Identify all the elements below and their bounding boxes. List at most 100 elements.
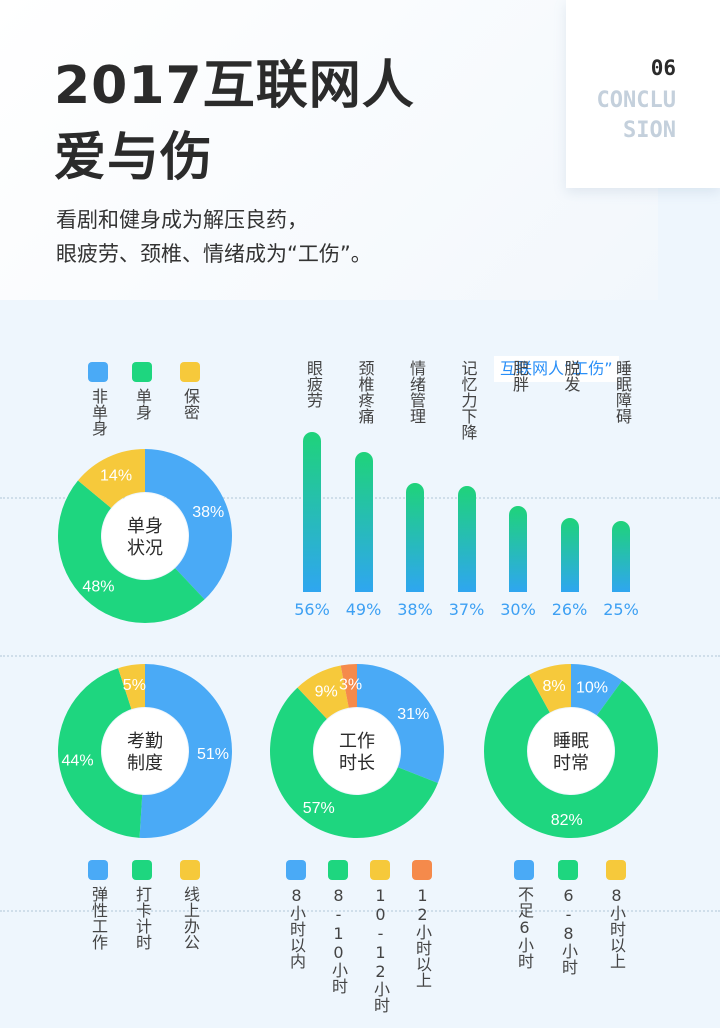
donut-center-label: 工作 [339, 731, 375, 752]
bar [560, 517, 579, 592]
pie-slice [484, 674, 658, 838]
bar [612, 520, 630, 592]
bar-value-label: 25% [603, 600, 639, 619]
donut-hole [314, 708, 400, 794]
legend-label: 非单身 [89, 388, 108, 436]
legend-item: 8-10小时 [326, 860, 350, 994]
legend-swatch [328, 860, 348, 880]
legend-label: 6-8小时 [559, 886, 578, 975]
slice-value-label: 44% [62, 753, 94, 770]
bar-value-label: 38% [397, 600, 433, 619]
bar-value-label: 37% [448, 600, 485, 619]
legend-swatch [606, 860, 626, 880]
pie-slice [297, 665, 349, 719]
page-title-line-1: 2017互联网人 [54, 56, 415, 116]
donut-center-label: 时常 [553, 753, 589, 774]
pie-slice [57, 480, 205, 624]
legend-label: 打卡计时 [133, 886, 152, 950]
bar [303, 432, 321, 592]
legend-item: 12小时以上 [410, 860, 434, 988]
legend-single-status: 非单身 单身 保密 [86, 362, 216, 452]
donut-hole [528, 708, 614, 794]
legend-label: 单身 [133, 388, 152, 420]
page-title-line-2: 爱与伤 [54, 128, 214, 188]
pie-slice [139, 664, 233, 838]
donut-center-label: 时长 [339, 753, 375, 774]
bar [354, 452, 373, 592]
divider-dotted [0, 910, 720, 912]
pie-slice [145, 449, 232, 600]
donut-hole [102, 708, 188, 794]
slice-value-label: 14% [100, 467, 132, 484]
pie-slice [57, 668, 143, 838]
legend-work-hours: 8小时以内 8-10小时 10-12小时 12小时以上 [284, 860, 444, 1013]
slice-value-label: 5% [123, 677, 146, 694]
legend-swatch [412, 860, 432, 880]
legend-swatch [132, 362, 152, 382]
legend-label: 弹性工作 [89, 886, 108, 950]
legend-item: 不足6小时 [512, 860, 536, 969]
bar-category-label: 脱发 [561, 360, 581, 392]
legend-item: 单身 [130, 362, 154, 420]
bar-category-label: 肥胖 [510, 360, 529, 392]
legend-swatch [514, 860, 534, 880]
donut-center-label: 状况 [127, 538, 163, 559]
slice-value-label: 57% [303, 800, 335, 817]
pie-slice [357, 664, 444, 784]
legend-item: 6-8小时 [556, 860, 580, 975]
legend-swatch [132, 860, 152, 880]
legend-attendance: 弹性工作 打卡计时 线上办公 [86, 860, 216, 980]
bar [457, 486, 476, 592]
slice-value-label: 8% [543, 678, 566, 695]
bar-value-label: 30% [500, 600, 536, 619]
bar [509, 506, 527, 592]
pie-slice [269, 687, 438, 838]
legend-swatch [558, 860, 578, 880]
legend-item: 8小时以上 [604, 860, 628, 969]
legend-item: 弹性工作 [86, 860, 110, 950]
donut-center-label: 考勤 [127, 731, 163, 752]
subtitle-line-1: 看剧和健身成为解压良药， [56, 208, 308, 232]
legend-label: 10-12小时 [371, 886, 390, 1013]
legend-label: 8小时以内 [287, 886, 306, 969]
legend-item: 打卡计时 [130, 860, 154, 950]
legend-swatch [88, 362, 108, 382]
bar-category-label: 情绪管理 [407, 360, 426, 424]
bar-value-label: 56% [294, 600, 330, 619]
section-number: 06 [650, 56, 676, 80]
legend-item: 线上办公 [178, 860, 202, 950]
donut-center-label: 单身 [127, 516, 163, 537]
bar [406, 483, 424, 592]
donut-work-hours: 31% 57% 9% 3% 工作 时长 [269, 664, 444, 838]
subtitle-line-2: 眼疲劳、颈椎、情绪成为“工伤”。 [56, 242, 372, 266]
bar-category-label: 颈椎疼痛 [355, 360, 375, 424]
slice-value-label: 48% [82, 579, 114, 596]
legend-swatch [88, 860, 108, 880]
donut-attendance: 51% 44% 5% 考勤 制度 [57, 664, 233, 838]
pie-slice [571, 664, 623, 716]
bar-category-label: 眼疲劳 [304, 360, 323, 408]
slice-value-label: 10% [576, 679, 608, 696]
title-panel [0, 0, 658, 300]
donut-sleep: 10% 82% 8% 睡眠 时常 [484, 664, 658, 838]
section-badge [566, 0, 720, 188]
bar-chart-title: 互联网人“工伤” [494, 356, 619, 382]
legend-label: 8-10小时 [329, 886, 348, 994]
legend-swatch [370, 860, 390, 880]
slice-value-label: 51% [197, 746, 229, 763]
legend-item: 非单身 [86, 362, 110, 436]
bar-value-label: 26% [551, 600, 588, 619]
legend-swatch [286, 860, 306, 880]
pie-slice [118, 664, 145, 710]
legend-label: 不足6小时 [515, 886, 534, 969]
legend-sleep: 不足6小时 6-8小时 8小时以上 [512, 860, 642, 980]
bar-value-label: 49% [345, 600, 382, 619]
legend-item: 10-12小时 [368, 860, 392, 1013]
donut-center-label: 制度 [127, 753, 163, 774]
bar-category-label: 记忆力下降 [458, 360, 478, 440]
pie-slice [340, 664, 357, 708]
legend-label: 保密 [181, 388, 200, 420]
